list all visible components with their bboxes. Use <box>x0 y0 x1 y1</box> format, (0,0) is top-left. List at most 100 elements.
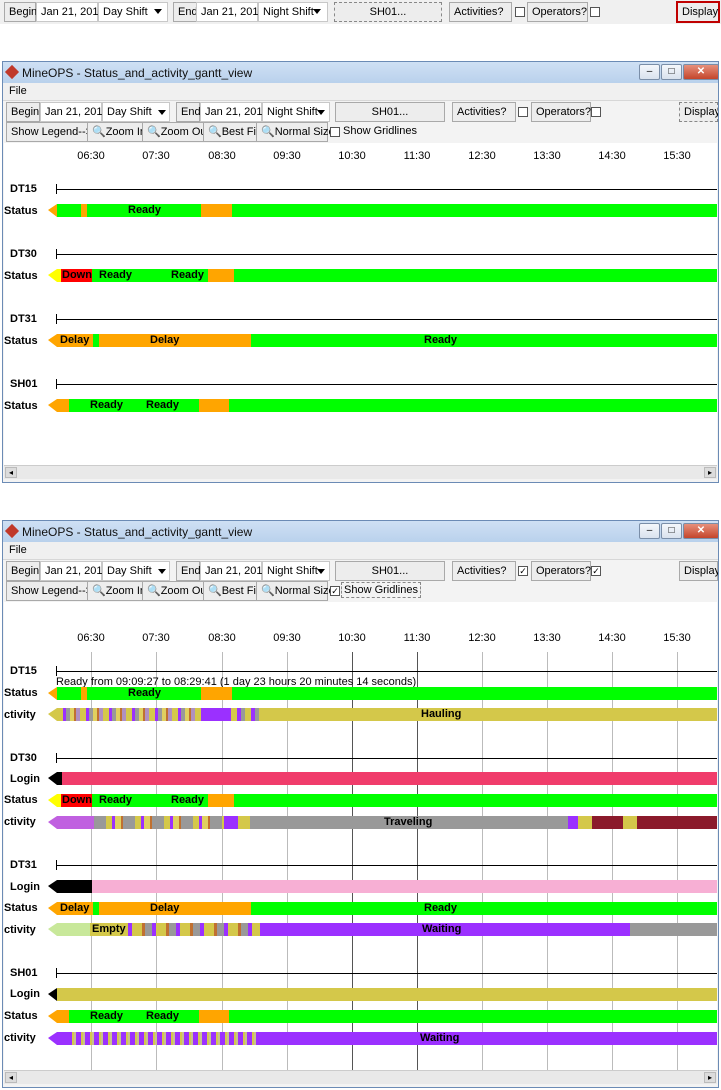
end-date-field[interactable]: Jan 21, 2013 <box>196 2 265 22</box>
operators-checkbox[interactable]: ✓ <box>591 566 601 576</box>
bar-segment[interactable] <box>201 687 232 700</box>
bar-segment[interactable] <box>90 923 128 936</box>
bar-segment[interactable] <box>201 204 232 217</box>
minimize-icon[interactable]: – <box>639 64 660 80</box>
bar-segment[interactable] <box>57 816 94 829</box>
scroll-left-icon[interactable]: ◂ <box>5 467 17 478</box>
zoom-in-button[interactable]: 🔍Zoom In <box>87 581 146 601</box>
bar-segment[interactable] <box>238 816 250 829</box>
bar-segment[interactable] <box>199 1010 229 1023</box>
begin-shift-select[interactable]: Day Shift <box>102 561 170 581</box>
bar-segment[interactable] <box>81 687 87 700</box>
bar-segment[interactable] <box>57 772 62 785</box>
end-date-field[interactable]: Jan 21, 2013 <box>200 102 269 122</box>
bar-segment[interactable] <box>57 687 81 700</box>
best-fit-button[interactable]: 🔍Best Fit <box>203 581 259 601</box>
bar-segment[interactable] <box>199 399 229 412</box>
chevron-down-icon[interactable] <box>313 9 321 14</box>
begin-button[interactable]: Begin <box>4 2 37 22</box>
bar-segment[interactable] <box>57 708 201 721</box>
bar-segment[interactable] <box>231 708 261 721</box>
bar-segment[interactable] <box>57 1032 69 1045</box>
status-bar[interactable]: Ready <box>48 204 717 217</box>
login-bar[interactable] <box>48 988 717 1001</box>
bar-segment[interactable] <box>87 687 201 700</box>
end-shift-select[interactable]: Night Shift <box>262 561 330 581</box>
equipment-button[interactable]: SH01... <box>335 561 445 581</box>
bar-segment[interactable] <box>251 334 717 347</box>
zoom-out-button[interactable]: 🔍Zoom Out <box>142 581 210 601</box>
end-shift-select[interactable]: Night Shift <box>262 102 330 122</box>
bar-segment[interactable] <box>57 1010 69 1023</box>
chevron-down-icon[interactable] <box>158 569 166 574</box>
bar-segment[interactable] <box>57 902 93 915</box>
chevron-down-icon[interactable] <box>317 569 325 574</box>
activity-bar[interactable]: Empty Waiting <box>48 923 717 936</box>
menu-file[interactable]: File <box>9 85 27 97</box>
activities-checkbox[interactable] <box>515 7 525 17</box>
bar-segment[interactable] <box>568 816 578 829</box>
begin-shift-select[interactable]: Day Shift <box>98 2 168 22</box>
bar-segment[interactable] <box>234 794 717 807</box>
bar-segment[interactable] <box>250 816 568 829</box>
begin-date-field[interactable]: Jan 21, 2013 <box>40 561 109 581</box>
bar-segment[interactable] <box>94 816 224 829</box>
close-icon[interactable]: ✕ <box>683 523 718 539</box>
maximize-icon[interactable]: □ <box>661 523 682 539</box>
horizontal-scrollbar[interactable]: ◂ ▸ <box>4 465 717 479</box>
bar-segment[interactable] <box>62 772 717 785</box>
bar-segment[interactable] <box>232 687 717 700</box>
bar-segment[interactable] <box>99 902 251 915</box>
bar-segment[interactable] <box>61 269 92 282</box>
activity-bar[interactable]: Hauling <box>48 708 717 721</box>
bar-segment[interactable] <box>128 923 260 936</box>
equipment-button[interactable]: SH01... <box>334 2 442 22</box>
bar-segment[interactable] <box>81 204 87 217</box>
bar-segment[interactable] <box>251 902 717 915</box>
status-bar[interactable]: Down Ready Ready <box>48 269 717 282</box>
gridlines-checkbox[interactable] <box>330 127 340 137</box>
end-button[interactable]: End <box>176 102 201 122</box>
login-bar[interactable] <box>48 772 717 785</box>
status-bar[interactable]: Ready Ready <box>48 399 717 412</box>
normal-size-button[interactable]: 🔍Normal Size <box>256 122 335 142</box>
activity-bar[interactable]: Traveling <box>48 816 717 829</box>
show-legend-button[interactable]: Show Legend--> <box>6 122 92 142</box>
activities-checkbox[interactable]: ✓ <box>518 566 528 576</box>
bar-segment[interactable] <box>637 816 717 829</box>
bar-segment[interactable] <box>224 816 238 829</box>
zoom-in-button[interactable]: 🔍Zoom In <box>87 122 146 142</box>
begin-date-field[interactable]: Jan 21, 2013 <box>40 102 109 122</box>
bar-segment[interactable] <box>99 334 251 347</box>
bar-segment[interactable] <box>87 204 201 217</box>
bar-segment[interactable] <box>57 794 61 807</box>
operators-checkbox[interactable] <box>591 107 601 117</box>
bar-segment[interactable] <box>259 1032 717 1045</box>
end-date-field[interactable]: Jan 21, 2013 <box>200 561 269 581</box>
bar-segment[interactable] <box>630 923 717 936</box>
bar-segment[interactable] <box>592 816 623 829</box>
scroll-right-icon[interactable]: ▸ <box>704 1072 716 1083</box>
activities-checkbox[interactable] <box>518 107 528 117</box>
scroll-right-icon[interactable]: ▸ <box>704 467 716 478</box>
bar-segment[interactable] <box>57 399 69 412</box>
status-bar[interactable]: Ready <box>48 687 717 700</box>
end-button[interactable]: End <box>176 561 201 581</box>
activity-bar[interactable]: Waiting <box>48 1032 717 1045</box>
login-bar[interactable] <box>48 880 717 893</box>
display-button[interactable]: Display <box>679 561 718 581</box>
bar-segment[interactable] <box>57 269 61 282</box>
bar-segment[interactable] <box>232 204 717 217</box>
begin-shift-select[interactable]: Day Shift <box>102 102 170 122</box>
bar-segment[interactable] <box>57 880 92 893</box>
bar-segment[interactable] <box>261 708 717 721</box>
end-button[interactable]: End <box>173 2 198 22</box>
bar-segment[interactable] <box>578 816 592 829</box>
bar-segment[interactable] <box>229 1010 717 1023</box>
chevron-down-icon[interactable] <box>154 9 162 14</box>
status-bar[interactable]: Down Ready Ready <box>48 794 717 807</box>
bar-segment[interactable] <box>57 923 90 936</box>
display-button[interactable]: Display <box>679 102 718 122</box>
bar-segment[interactable] <box>92 794 208 807</box>
equipment-button[interactable]: SH01... <box>335 102 445 122</box>
